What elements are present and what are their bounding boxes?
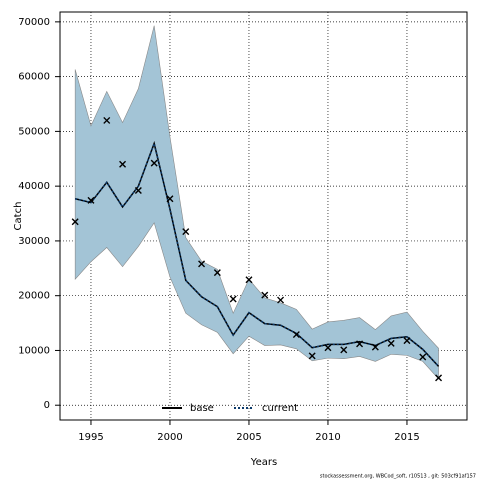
observed-marker — [229, 295, 237, 303]
observed-marker — [308, 352, 316, 360]
observed-marker — [340, 346, 348, 354]
observed-marker — [387, 339, 395, 347]
x-tick-label: 2000 — [157, 432, 182, 443]
y-tick-label: 40000 — [18, 181, 50, 192]
observed-marker — [435, 374, 443, 382]
observed-marker — [87, 196, 95, 204]
y-tick-label: 60000 — [18, 72, 50, 83]
line — [74, 140, 440, 367]
observed-marker — [182, 228, 190, 236]
y-tick-label: 30000 — [18, 236, 50, 247]
x-tick-label: 2015 — [394, 432, 419, 443]
y-tick-label: 70000 — [18, 17, 50, 28]
x-axis-label: Years — [250, 457, 277, 468]
observed-marker — [324, 344, 332, 352]
y-tick-label: 0 — [44, 400, 50, 411]
x-tick-label: 1995 — [78, 432, 103, 443]
y-tick-label: 20000 — [18, 291, 50, 302]
y-tick-label: 50000 — [18, 126, 50, 137]
x-tick-label: 2005 — [236, 432, 261, 443]
observed-marker — [371, 343, 379, 351]
observed-marker — [261, 291, 269, 299]
legend-label: current — [262, 403, 298, 414]
observed-marker — [150, 159, 158, 167]
legend-label: base — [190, 403, 214, 414]
observed-marker — [419, 353, 427, 361]
observed-marker — [356, 340, 364, 348]
observed-marker — [245, 276, 253, 284]
footer: stockassessment.org, WBCod_soft, r10513 … — [320, 474, 476, 480]
observed-marker — [403, 337, 411, 345]
y-axis-label: Catch — [13, 202, 24, 231]
observed-marker — [277, 296, 285, 304]
observed-marker — [213, 269, 221, 277]
confidence-band — [74, 25, 439, 380]
observed-marker — [166, 195, 174, 203]
observed-marker — [198, 260, 206, 268]
observed-marker — [134, 187, 142, 195]
observed-marker — [71, 218, 79, 226]
observed-marker — [103, 116, 111, 124]
x-tick-label: 2010 — [315, 432, 340, 443]
observed-marker — [292, 331, 300, 339]
observed-marker — [119, 160, 127, 168]
plot-frame — [59, 11, 468, 421]
y-tick-label: 10000 — [18, 345, 50, 356]
